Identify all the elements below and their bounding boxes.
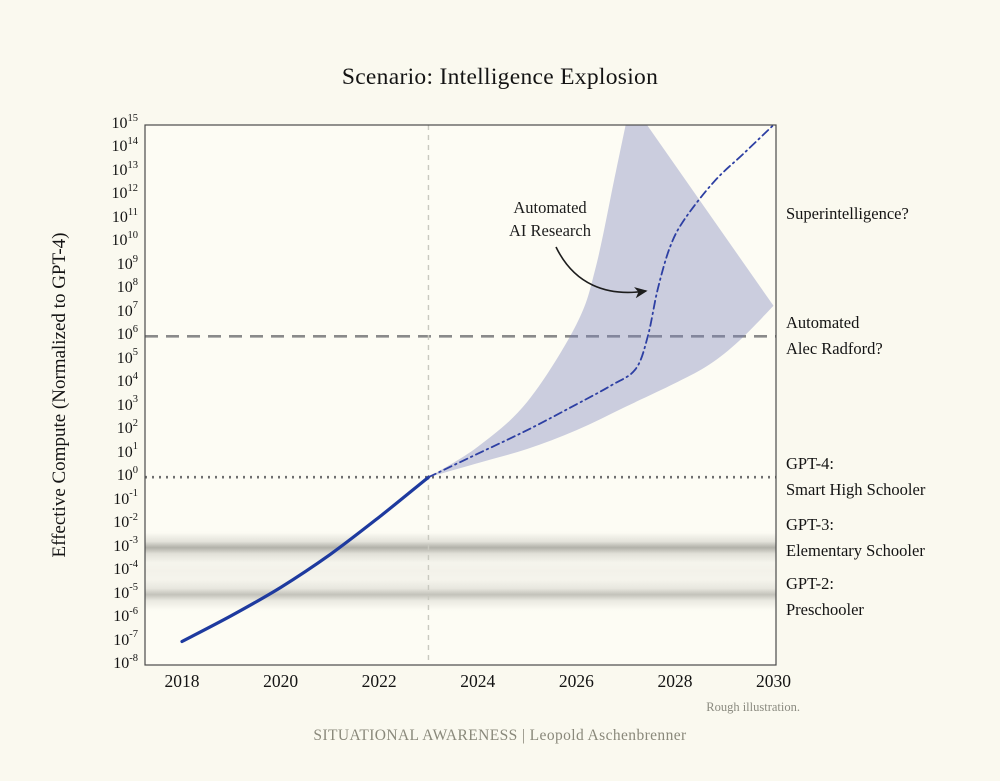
x-tick-label: 2018 xyxy=(164,671,200,691)
x-tick-label: 2022 xyxy=(361,671,397,691)
y-tick-label: 109 xyxy=(116,253,138,273)
plot-border xyxy=(144,124,777,666)
y-tick-label: 10-1 xyxy=(113,488,138,508)
y-tick-label: 100 xyxy=(116,464,138,485)
uncertainty-band xyxy=(428,125,774,478)
annotation-arrow xyxy=(555,246,648,299)
fuzzy-band-core xyxy=(145,541,776,554)
y-tick-label: 107 xyxy=(116,300,138,320)
y-tick-label: 10-6 xyxy=(113,605,138,626)
x-tick-label: 2020 xyxy=(263,671,299,691)
y-tick-label: 10-5 xyxy=(113,582,138,602)
x-tick-label: 2026 xyxy=(558,671,594,691)
x-tick-label: 2028 xyxy=(657,671,693,691)
right-label: Superintelligence? xyxy=(786,204,909,224)
y-tick-label: 1013 xyxy=(111,159,139,179)
right-label: Automated Alec Radford? xyxy=(786,313,883,359)
y-tick-label: 106 xyxy=(116,323,138,344)
x-tick-label: 2030 xyxy=(756,671,792,691)
y-tick-label: 104 xyxy=(116,370,138,391)
right-label: GPT-3: Elementary Schooler xyxy=(786,515,925,561)
y-tick-label: 105 xyxy=(116,347,138,367)
projection-line xyxy=(427,125,775,479)
x-tick-label: 2024 xyxy=(460,671,496,691)
footer-attribution: SITUATIONAL AWARENESS | Leopold Aschenbr… xyxy=(313,727,687,744)
y-tick-label: 102 xyxy=(116,417,138,438)
annotation-line-2: AI Research xyxy=(508,221,591,240)
y-tick-label: 10-4 xyxy=(113,558,138,579)
y-tick-label: 1012 xyxy=(111,183,139,203)
y-tick-label: 10-2 xyxy=(113,511,138,532)
y-tick-label: 10-3 xyxy=(113,535,138,555)
right-label: GPT-2: Preschooler xyxy=(786,573,864,619)
annotation-line-1: Automated xyxy=(513,198,587,217)
y-tick-label: 10-8 xyxy=(113,652,138,672)
fuzzy-band-core xyxy=(145,588,776,601)
right-label: GPT-4: Smart High Schooler xyxy=(786,454,926,500)
y-tick-label: 1011 xyxy=(111,206,138,226)
y-tick-label: 108 xyxy=(116,277,138,297)
chart-title: Scenario: Intelligence Explosion xyxy=(341,64,659,90)
y-tick-label: 101 xyxy=(116,441,138,461)
history-line xyxy=(180,475,431,644)
rough-illustration-note: Rough illustration. xyxy=(706,700,800,714)
y-tick-label: 1015 xyxy=(111,112,139,132)
y-tick-label: 1010 xyxy=(111,230,139,250)
y-tick-label: 10-7 xyxy=(113,629,138,649)
annotation-automated-ai-research: Automated AI Research xyxy=(498,196,602,242)
y-tick-label: 1014 xyxy=(111,136,139,156)
y-tick-label: 103 xyxy=(116,394,138,414)
